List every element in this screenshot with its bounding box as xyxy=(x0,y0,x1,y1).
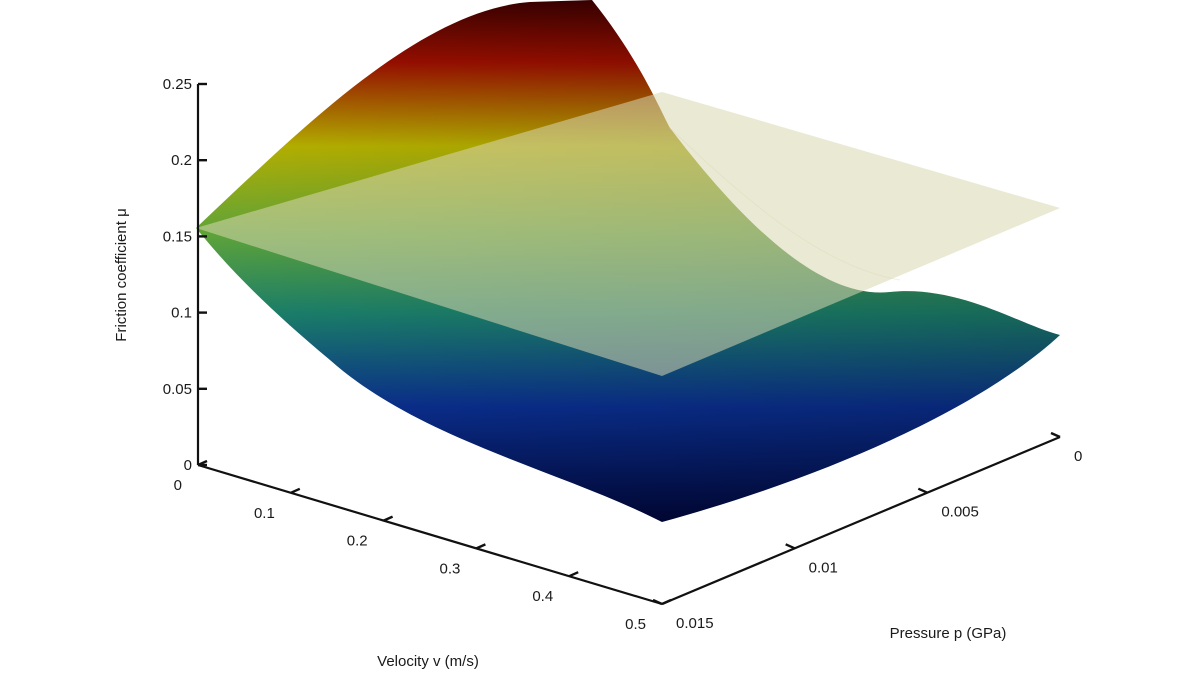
x-tick-mark xyxy=(197,459,208,467)
z-axis-ticks: 0 0.05 0.1 0.15 0.2 0.25 xyxy=(163,76,207,474)
z-tick-label: 0.15 xyxy=(163,228,192,245)
y-tick-mark xyxy=(1050,431,1061,439)
z-tick-label: 0.2 xyxy=(171,152,192,169)
x-tick-label: 0.4 xyxy=(532,588,553,605)
y-tick-label: 0.015 xyxy=(676,615,714,632)
x-axis-title: Velocity v (m/s) xyxy=(377,653,479,670)
z-tick-label: 0.25 xyxy=(163,76,192,93)
x-tick-mark xyxy=(383,515,394,522)
z-axis-title: Friction coefficient μ xyxy=(113,208,130,341)
x-tick-label: 0.3 xyxy=(440,560,461,577)
x-tick-label: 0.2 xyxy=(347,533,368,550)
x-axis-line xyxy=(197,463,663,606)
z-tick-label: 0.1 xyxy=(171,305,192,322)
x-tick-label: 0.5 xyxy=(625,616,646,633)
x-tick-label: 0 xyxy=(174,477,182,494)
x-tick-mark xyxy=(568,571,579,578)
y-tick-label: 0 xyxy=(1074,448,1082,465)
y-tick-label: 0.01 xyxy=(809,559,838,576)
z-tick-label: 0 xyxy=(184,457,192,474)
y-axis-title: Pressure p (GPa) xyxy=(890,625,1007,642)
x-tick-label: 0.1 xyxy=(254,505,275,522)
surface-group xyxy=(196,0,1060,522)
translucent-plane xyxy=(196,92,1060,376)
x-tick-mark xyxy=(475,543,486,550)
y-tick-mark xyxy=(917,487,928,494)
axes xyxy=(196,84,1061,606)
y-axis-ticks: 0 0.005 0.01 0.015 xyxy=(652,431,1082,632)
x-tick-mark xyxy=(661,598,672,606)
translucent-plane-edge xyxy=(669,127,901,281)
z-tick-label: 0.05 xyxy=(163,381,192,398)
y-tick-mark xyxy=(652,598,663,606)
y-axis-line xyxy=(661,435,1061,606)
y-tick-mark xyxy=(785,543,796,550)
x-axis-ticks: 0 0.1 0.2 0.3 0.4 0.5 xyxy=(174,459,672,633)
y-tick-label: 0.005 xyxy=(941,504,979,521)
x-tick-mark xyxy=(290,487,301,494)
